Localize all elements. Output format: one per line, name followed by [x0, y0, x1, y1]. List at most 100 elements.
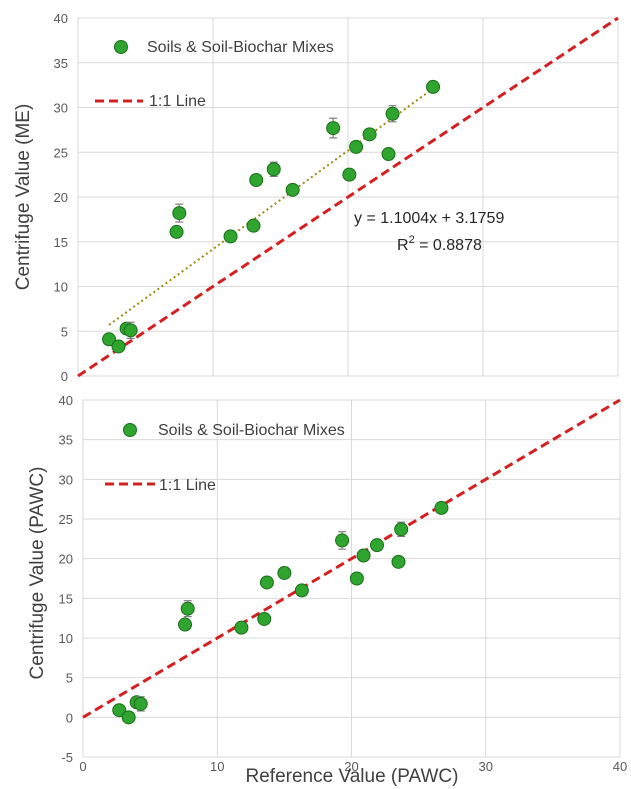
point-marker [349, 139, 364, 154]
point-marker [356, 548, 371, 563]
point-marker [385, 106, 400, 121]
data-point [266, 161, 281, 178]
data-point [121, 710, 136, 725]
data-point [391, 554, 406, 569]
top-chart: 0 5 10 15 20 25 30 35 40 Centrifuge Value (ME) S… [13, 11, 619, 384]
trendline [108, 87, 434, 326]
top-data-points [102, 79, 441, 354]
top-one-to-one-line [77, 16, 619, 378]
data-point [326, 117, 341, 139]
bottom-legend-label-series: Soils & Soil-Biochar Mixes [158, 422, 345, 439]
data-point [257, 611, 272, 626]
bottom-grid [82, 399, 621, 758]
bottom-legend-marker [123, 423, 137, 437]
bottom-x-ticks: 0 10 20 30 40 [79, 759, 627, 774]
y-tick-label: 35 [54, 56, 68, 71]
one-to-one-line [82, 398, 621, 719]
x-axis-title: Reference Value (PAWC) [246, 766, 459, 787]
y-tick-label: 25 [59, 512, 73, 527]
point-marker [266, 162, 281, 177]
bottom-data-points [112, 500, 449, 725]
top-trendline [108, 87, 434, 326]
data-point [133, 696, 148, 712]
data-point [385, 105, 400, 123]
top-legend: Soils & Soil-Biochar Mixes 1:1 Line [95, 39, 334, 110]
data-point [426, 79, 441, 94]
bottom-legend-label-line: 1:1 Line [159, 477, 216, 494]
point-marker [434, 500, 449, 515]
x-tick-label: 40 [613, 759, 627, 774]
data-point [349, 571, 364, 586]
point-marker [426, 79, 441, 94]
point-marker [169, 224, 184, 239]
data-point [246, 218, 261, 233]
bottom-one-to-one-line [82, 398, 621, 719]
point-marker [180, 601, 195, 616]
point-marker [223, 229, 238, 244]
top-legend-label-series: Soils & Soil-Biochar Mixes [147, 39, 334, 56]
r-squared-superscript: 2 [409, 234, 415, 246]
data-point [342, 167, 357, 182]
y-tick-label: 15 [54, 235, 68, 250]
r-squared-symbol: R [397, 237, 409, 254]
y-tick-label: -5 [61, 750, 73, 765]
data-point [172, 203, 187, 223]
data-point [102, 332, 117, 347]
r-squared-value: = 0.8878 [415, 237, 482, 254]
point-marker [234, 620, 249, 635]
point-marker [133, 696, 148, 711]
x-tick-label: 30 [479, 759, 493, 774]
data-point [356, 548, 371, 563]
y-tick-label: 15 [59, 591, 73, 606]
data-point [394, 521, 409, 538]
y-tick-label: 30 [59, 472, 73, 487]
y-tick-label: 0 [61, 369, 68, 384]
x-tick-label: 0 [79, 759, 86, 774]
data-point [381, 147, 396, 162]
bottom-y-ticks: -5 0 5 10 15 20 25 30 35 40 [59, 393, 73, 765]
data-point [169, 224, 184, 239]
data-point [259, 575, 274, 590]
top-y-axis-title: Centrifuge Value (ME) [13, 104, 34, 291]
point-marker [391, 554, 406, 569]
data-point [370, 538, 385, 553]
data-point [335, 531, 350, 550]
data-point [111, 339, 126, 354]
y-tick-label: 10 [59, 631, 73, 646]
data-point [112, 703, 127, 718]
y-tick-label: 25 [54, 145, 68, 160]
bottom-y-axis-title: Centrifuge Value (PAWC) [27, 467, 48, 680]
data-point [249, 172, 264, 187]
point-marker [381, 147, 396, 162]
data-point [285, 182, 300, 197]
y-tick-label: 35 [59, 433, 73, 448]
top-legend-label-line: 1:1 Line [149, 93, 206, 110]
y-tick-label: 40 [59, 393, 73, 408]
trendline-equation: y = 1.1004x + 3.1759 [354, 210, 504, 227]
data-point [349, 139, 364, 154]
point-marker [394, 522, 409, 537]
data-point [434, 500, 449, 515]
point-marker [342, 167, 357, 182]
point-marker [285, 182, 300, 197]
point-marker [259, 575, 274, 590]
point-marker [123, 323, 138, 338]
point-marker [257, 611, 272, 626]
point-marker [172, 206, 187, 221]
point-marker [112, 703, 127, 718]
data-point [277, 565, 292, 580]
data-point [234, 620, 249, 635]
x-tick-label: 20 [344, 759, 358, 774]
point-marker [246, 218, 261, 233]
data-point [180, 600, 195, 618]
y-tick-label: 20 [54, 190, 68, 205]
point-marker [178, 617, 193, 632]
y-tick-label: 30 [54, 101, 68, 116]
point-marker [326, 121, 341, 136]
one-to-one-line [77, 16, 619, 378]
point-marker [335, 533, 350, 548]
point-marker [121, 710, 136, 725]
bottom-chart: -5 0 5 10 15 20 25 30 35 40 0 10 20 30 40 Centrifuge … [27, 393, 627, 787]
point-marker [362, 127, 377, 142]
